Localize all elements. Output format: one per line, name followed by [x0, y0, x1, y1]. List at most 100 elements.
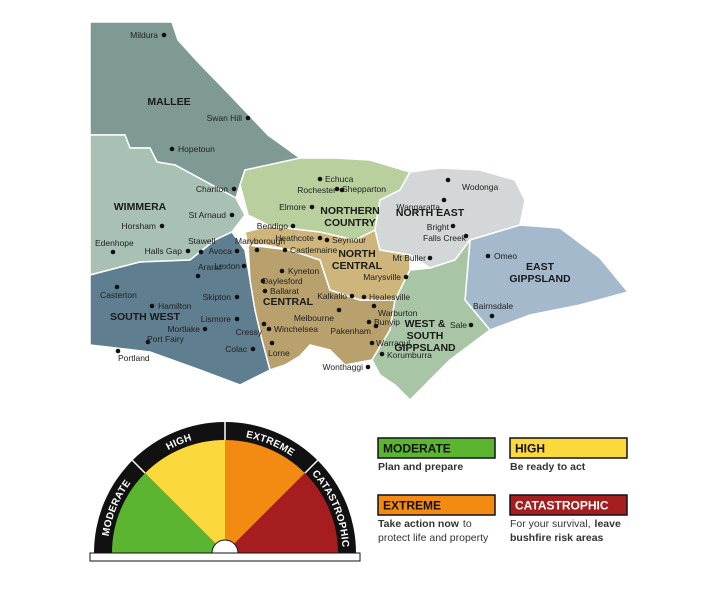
- region-label: NORTH EAST: [396, 207, 465, 219]
- town-label: Kyneton: [288, 266, 319, 276]
- town-label: Daylesford: [262, 276, 303, 286]
- town-label: Ballarat: [270, 286, 299, 296]
- town-dot: [269, 340, 275, 346]
- town-dot: [336, 307, 342, 313]
- town-label: Wangaratta: [396, 202, 440, 212]
- town-dot: [468, 322, 474, 328]
- town-label: Bendigo: [257, 221, 288, 231]
- region-area: [371, 237, 492, 402]
- town-dot: [361, 294, 367, 300]
- town-dot: [317, 176, 323, 182]
- town-label: Bunyip: [374, 317, 400, 327]
- town-dot: [366, 319, 372, 325]
- town-dot: [234, 294, 240, 300]
- town-dot: [365, 364, 371, 370]
- town-dot: [266, 326, 272, 332]
- town-dot: [254, 247, 260, 253]
- town-dot: [334, 186, 340, 192]
- town-dot: [185, 248, 191, 254]
- town-dot: [110, 249, 116, 255]
- town-label: Avoca: [209, 246, 233, 256]
- town-label: Bairnsdale: [473, 301, 513, 311]
- town-dot: [445, 177, 451, 183]
- town-dot: [324, 237, 330, 243]
- rating-label: HIGH: [515, 442, 545, 456]
- region-label: EAST: [526, 261, 555, 273]
- town-label: Charlton: [196, 184, 228, 194]
- town-dot: [290, 223, 296, 229]
- town-label: Marysville: [363, 272, 401, 282]
- rating-box: [377, 494, 496, 516]
- town-dot: [369, 340, 375, 346]
- description-part: For your survival,: [510, 518, 591, 530]
- town-label: Winchelsea: [274, 324, 318, 334]
- description-part: to: [463, 518, 472, 530]
- region-label: GIPPSLAND: [394, 342, 456, 354]
- gauge-divider: [131, 459, 146, 474]
- rating-box: [509, 494, 628, 516]
- town-label: Sale: [450, 320, 467, 330]
- town-label: Casterton: [100, 290, 137, 300]
- gauge-base: [89, 552, 361, 562]
- rating-box: [509, 437, 628, 459]
- town-label: Heathcote: [275, 233, 314, 243]
- description-part: protect life and property: [378, 532, 489, 544]
- town-label: Falls Creek: [423, 233, 467, 243]
- town-dot: [149, 303, 155, 309]
- town-dot: [262, 288, 268, 294]
- description-part: bushfire risk areas: [510, 532, 604, 544]
- region-label: COUNTRY: [324, 217, 376, 229]
- rating-label: CATASTROPHIC: [515, 499, 609, 513]
- town-label: Mt Buller: [392, 253, 426, 263]
- region-label: WIMMERA: [114, 201, 167, 213]
- town-label: Elmore: [279, 202, 306, 212]
- town-label: Edenhope: [95, 238, 134, 248]
- town-label: Healesville: [369, 292, 410, 302]
- town-dot: [489, 313, 495, 319]
- town-label: Omeo: [494, 251, 517, 261]
- gauge-segment: [225, 473, 338, 553]
- town-label: Lorne: [268, 348, 290, 358]
- rating-label: EXTREME: [383, 499, 441, 513]
- town-label: Wodonga: [462, 182, 499, 192]
- town-label: Shepparton: [342, 184, 386, 194]
- town-label: Skipton: [203, 292, 232, 302]
- gauge-segment: [112, 473, 225, 553]
- town-label: Mortlake: [167, 324, 200, 334]
- town-label: Swan Hill: [207, 113, 243, 123]
- region-label: NORTH: [338, 248, 375, 260]
- town-label: Horsham: [122, 221, 156, 231]
- region-label: SOUTH WEST: [110, 311, 181, 323]
- region-label: SOUTH: [407, 330, 444, 342]
- town-dot: [373, 323, 379, 329]
- town-dot: [309, 204, 315, 210]
- region-label: GIPPSLAND: [509, 273, 571, 285]
- town-dot: [485, 253, 491, 259]
- town-label: Melbourne: [294, 313, 334, 323]
- town-label: Port Fairy: [147, 334, 185, 344]
- town-dot: [245, 115, 251, 121]
- town-label: Seymour: [332, 235, 366, 245]
- town-label: Hamilton: [158, 301, 192, 311]
- gauge-hub: [211, 539, 239, 554]
- town-dot: [317, 235, 323, 241]
- town-label: Pakenham: [330, 326, 371, 336]
- town-dot: [231, 186, 237, 192]
- town-dot: [114, 284, 120, 290]
- town-label: Cressy: [236, 327, 263, 337]
- town-dot: [234, 316, 240, 322]
- description-part: Take action now: [378, 518, 460, 530]
- town-label: Warburton: [378, 308, 418, 318]
- description-part: Plan and prepare: [378, 461, 463, 473]
- region-label: WEST &: [405, 318, 446, 330]
- description-part: leave: [595, 518, 621, 530]
- region-label: CENTRAL: [263, 296, 314, 308]
- town-label: Warragul: [376, 338, 410, 348]
- town-dot: [339, 187, 345, 193]
- town-label: Stawell: [188, 236, 216, 246]
- town-label: Korumburra: [387, 350, 432, 360]
- town-dot: [195, 273, 201, 279]
- town-label: Colac: [225, 344, 247, 354]
